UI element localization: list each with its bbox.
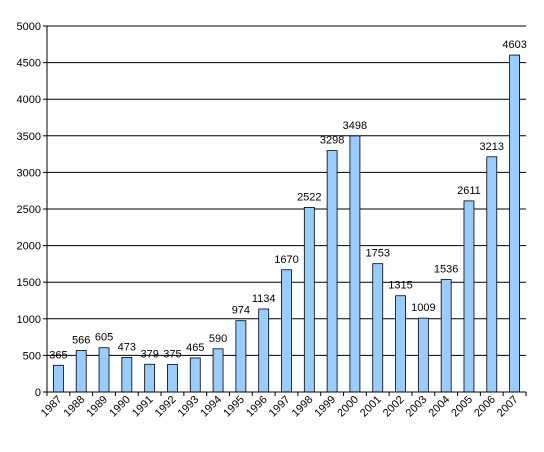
x-tick-label: 2001	[358, 394, 384, 420]
x-tick-label: 2003	[404, 394, 430, 420]
x-tick-label: 1998	[290, 394, 316, 420]
data-label-1992: 375	[163, 349, 181, 361]
x-tick-label: 1996	[244, 394, 270, 420]
x-tick-label: 2000	[335, 394, 361, 420]
data-label-1987: 365	[49, 349, 67, 361]
x-tick-label: 1994	[198, 394, 224, 420]
y-tick-label: 0	[35, 387, 41, 399]
x-tick-label: 2005	[449, 394, 475, 420]
bar-2001	[372, 263, 384, 393]
data-label-1991: 379	[140, 348, 158, 360]
x-tick-label: 1989	[84, 394, 110, 420]
bars	[53, 54, 520, 393]
y-tick-label: 2500	[17, 204, 41, 216]
bar-1990	[121, 356, 133, 393]
x-tick-label: 1990	[107, 394, 133, 420]
data-label-2005: 2611	[457, 185, 481, 197]
data-label-1994: 590	[209, 333, 227, 345]
x-tick-label: 2002	[381, 394, 407, 420]
bar-1999	[326, 150, 338, 393]
x-tick-label: 1993	[176, 394, 202, 420]
data-label-1999: 3298	[320, 135, 344, 147]
bar-1989	[98, 347, 110, 393]
bar-1994	[212, 348, 224, 393]
bar-2003	[417, 317, 429, 393]
data-label-2007: 4603	[502, 39, 526, 51]
x-tick-label: 1987	[39, 394, 65, 420]
data-label-1990: 473	[118, 341, 136, 353]
bar-1996	[258, 308, 270, 393]
bar-2004	[440, 279, 452, 393]
y-tick-label: 4500	[17, 58, 41, 70]
x-tick-label: 1988	[62, 394, 88, 420]
data-label-2004: 1536	[434, 264, 458, 276]
data-label-2003: 1009	[411, 302, 435, 314]
data-label-1997: 1670	[274, 254, 298, 266]
data-label-1989: 605	[95, 332, 113, 344]
y-tick-label: 500	[23, 350, 41, 362]
y-tick-label: 5000	[17, 21, 41, 33]
bar-2002	[395, 295, 406, 393]
gridlines	[47, 25, 526, 356]
x-tick-label: 1999	[312, 394, 338, 420]
data-label-1998: 2522	[297, 191, 321, 203]
bar-1988	[75, 350, 87, 393]
y-tick-label: 4000	[17, 94, 41, 106]
y-tick-label: 3500	[17, 131, 41, 143]
x-tick-label: 1992	[153, 394, 179, 420]
bar-1997	[281, 269, 292, 393]
bar-2000	[349, 135, 361, 393]
x-tick-label: 2006	[472, 394, 498, 420]
bar-2006	[486, 156, 498, 393]
bar-1995	[235, 320, 247, 393]
bar-1993	[189, 357, 201, 393]
data-label-2006: 3213	[480, 141, 504, 153]
x-tick-label: 1995	[221, 394, 247, 420]
bar-1987	[53, 364, 64, 393]
bar-1992	[167, 364, 178, 393]
y-tick-label: 1000	[17, 314, 41, 326]
data-label-2001: 1753	[365, 248, 389, 260]
data-label-1988: 566	[72, 335, 90, 347]
data-label-2002: 1315	[388, 280, 412, 292]
y-tick-label: 3000	[17, 167, 41, 179]
data-label-1995: 974	[232, 305, 250, 317]
bar-2007	[509, 54, 520, 393]
data-label-2000: 3498	[343, 120, 367, 132]
data-label-1993: 465	[186, 342, 204, 354]
y-tick-label: 1500	[17, 277, 41, 289]
bar-2005	[463, 200, 475, 393]
data-label-1996: 1134	[252, 293, 276, 305]
x-tick-label: 1997	[267, 394, 293, 420]
x-tick-label: 1991	[130, 394, 156, 420]
x-tick-label: 2004	[426, 394, 452, 420]
y-tick-label: 2000	[17, 241, 41, 253]
bar-1991	[144, 363, 156, 393]
x-tick-label: 2007	[495, 394, 521, 420]
bar-1998	[303, 206, 315, 393]
